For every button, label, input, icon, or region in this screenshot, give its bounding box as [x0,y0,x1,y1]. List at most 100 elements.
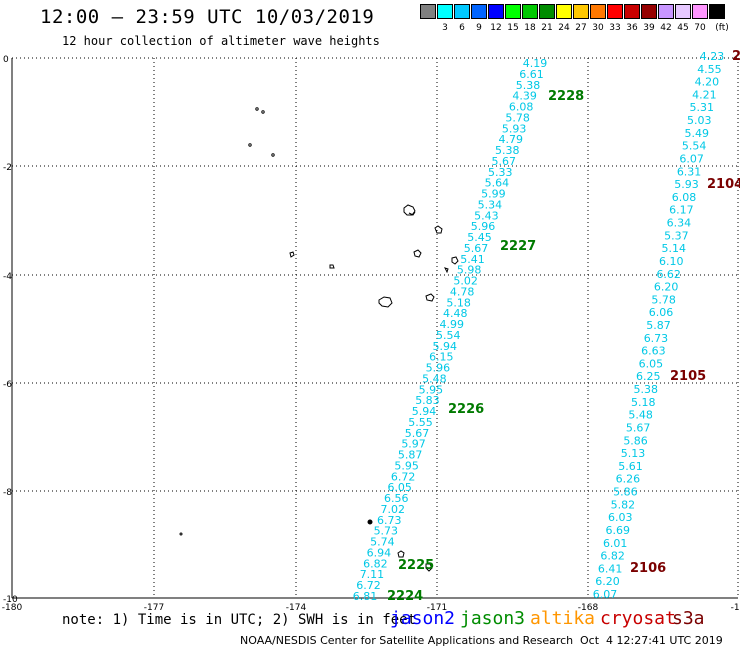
swh-value: 6.72 [356,579,381,592]
swh-value: 6.73 [377,514,402,527]
island [434,225,443,234]
swh-value: 5.96 [471,220,496,233]
pass-label: 2105 [670,369,706,384]
island [378,296,393,308]
swh-value: 6.20 [654,281,679,294]
swh-value: 5.95 [394,459,419,472]
pass-label: 2226 [448,402,484,417]
swh-value: 5.48 [628,409,653,422]
swh-value: 5.95 [419,383,444,396]
island [261,110,265,114]
swh-value: 5.43 [474,209,499,222]
swh-value: 6.06 [649,306,674,319]
legend-label: 45 [677,23,689,33]
swh-value: 4.99 [439,318,464,331]
island [179,532,183,536]
y-tick-label: -6 [3,380,12,390]
swh-value: 6.73 [644,332,669,345]
swh-value: 5.41 [460,253,485,266]
swh-value: 6.62 [656,268,681,281]
legend-swatch [692,4,708,19]
islands [179,107,459,572]
legend-swatch [675,4,691,19]
island [444,267,449,274]
swh-value: 5.98 [457,264,482,277]
x-tick-label: -174 [286,603,307,613]
swh-value: 4.55 [697,63,722,76]
y-tick-label: -10 [3,595,18,605]
island [408,211,416,216]
island [329,264,335,269]
legend-label: 36 [626,23,638,33]
x-tick-label: -177 [144,603,164,613]
legend-swatch [573,4,589,19]
pass-label: 2104 [707,177,740,192]
island [403,204,416,216]
swh-value: 6.07 [679,152,704,165]
swh-value: 5.61 [618,460,643,473]
pass-label: 2228 [548,89,584,104]
sat-altika: altika [530,608,596,629]
swh-value: 5.33 [488,166,513,179]
legend-swatch [488,4,504,19]
swh-value: 5.54 [436,329,461,342]
island [289,251,295,258]
y-tick-label: -2 [3,163,12,173]
swh-value: 6.69 [605,524,630,537]
swh-value: 6.08 [509,101,534,114]
legend-swatch [420,4,436,19]
swh-value: 5.48 [422,372,447,385]
legend-swatch [641,4,657,19]
swh-value: 5.93 [502,122,527,135]
swh-value: 5.78 [651,293,676,306]
swh-value: 5.87 [646,319,671,332]
swh-value: 6.82 [363,557,388,570]
swh-value: 5.93 [674,178,699,191]
swh-value: 6.10 [659,255,684,268]
pass-label: 2225 [398,558,434,573]
swh-value: 6.61 [519,68,544,81]
swh-value: 5.74 [370,536,395,549]
island [397,550,405,558]
swh-value: 5.14 [662,242,687,255]
legend-swatch [522,4,538,19]
swh-value: 6.41 [598,562,623,575]
swh-value: 5.67 [405,427,430,440]
swh-value: 6.25 [636,370,661,383]
swh-value: 5.31 [690,101,715,114]
swh-value: 7.11 [360,568,385,581]
map-subtitle: 12 hour collection of altimeter wave hei… [62,34,380,48]
island [425,563,433,572]
legend-label: 12 [490,23,502,33]
legend-swatch [624,4,640,19]
legend-swatch [590,4,606,19]
swh-value: 6.26 [616,473,641,486]
generated-time: Oct 4 12:27:41 UTC 2019 [580,634,723,647]
legend-unit: (ft) [715,23,729,33]
swh-value: 4.20 [695,76,720,89]
swh-value: 6.01 [603,537,628,550]
swh-value: 6.31 [677,165,702,178]
pass-labels: 2228 2227 2226 2225 2224 2104 2105 2106 2 [387,49,740,604]
swh-value: 5.97 [401,438,426,451]
swh-value: 5.94 [433,340,458,353]
swh-value: 5.99 [481,188,506,201]
y-tick-label: -4 [3,272,12,282]
swh-value: 6.34 [667,217,692,230]
map-grid [11,57,739,599]
swh-value: 6.72 [391,470,416,483]
y-tick-label: 0 [3,55,9,65]
legend-label: 39 [643,23,655,33]
swh-value: 5.45 [467,231,492,244]
island [248,143,252,147]
swh-value: 7.02 [381,503,406,516]
swh-value: 5.67 [492,155,517,168]
swh-value: 5.96 [426,362,451,375]
swh-value: 5.78 [505,111,530,124]
legend-swatch [437,4,453,19]
swh-value: 4.48 [443,307,468,320]
swh-value: 6.05 [387,481,412,494]
legend-label: 3 [442,23,448,33]
x-tick-label: -180 [2,603,23,613]
swh-value: 5.87 [398,449,423,462]
